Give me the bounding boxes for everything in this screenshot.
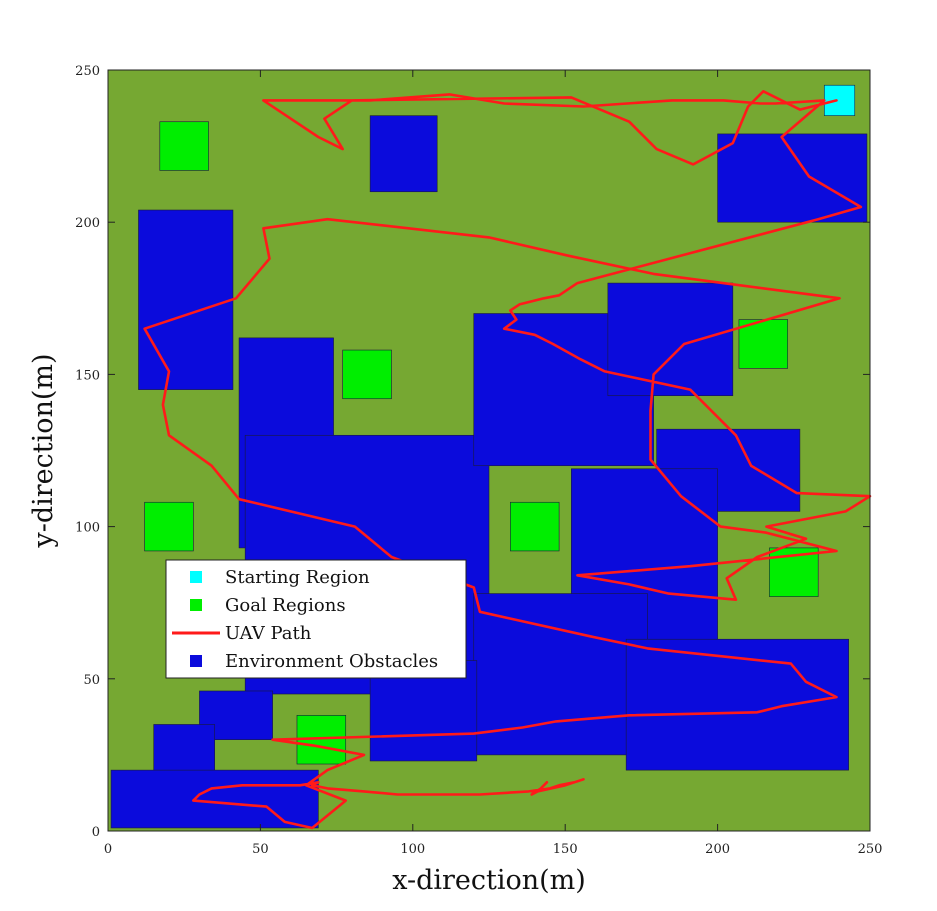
uav-path-line	[143, 90, 872, 830]
x-tick-label: 50	[252, 842, 269, 857]
legend: Starting Region Goal Regions UAV Path Envir…	[165, 559, 467, 679]
x-axis-label: x-direction(m)	[392, 865, 586, 896]
obstacle-rect	[473, 593, 648, 756]
obstacle-rect	[625, 638, 849, 771]
obstacle-rect	[607, 282, 734, 397]
goal-region	[342, 349, 392, 400]
x-tick-label: 0	[104, 842, 112, 857]
goal-region-layer	[144, 121, 819, 765]
legend-label: Goal Regions	[225, 595, 346, 616]
goal-region	[144, 501, 194, 552]
legend-swatch-goal	[190, 599, 202, 611]
y-tick-label: 50	[83, 673, 100, 688]
starting-region	[823, 84, 856, 116]
obstacle-rect	[110, 769, 319, 829]
legend-label: Environment Obstacles	[225, 651, 438, 672]
y-tick-label: 0	[92, 825, 100, 840]
legend-swatch-start	[190, 571, 202, 583]
goal-region	[159, 121, 209, 171]
uav-path-layer	[143, 90, 872, 830]
x-tick-label: 250	[858, 842, 883, 857]
y-tick-label: 100	[75, 521, 100, 536]
x-tick-label: 100	[400, 842, 425, 857]
legend-label: UAV Path	[225, 623, 312, 644]
x-tick-label: 200	[705, 842, 730, 857]
y-tick-label: 200	[75, 216, 100, 231]
y-tick-label: 150	[75, 368, 100, 383]
obstacle-rect	[717, 133, 868, 223]
legend-swatch-obstacle	[190, 655, 202, 667]
y-axis-label: y-direction(m)	[28, 353, 59, 548]
obstacle-rect	[138, 209, 234, 390]
goal-region	[738, 319, 789, 369]
starting-region-layer	[823, 84, 856, 116]
legend-label: Starting Region	[225, 567, 370, 588]
y-tick-label: 250	[75, 64, 100, 79]
obstacle-rect	[369, 115, 438, 193]
x-tick-label: 150	[553, 842, 578, 857]
plot-frame	[107, 69, 871, 832]
goal-region	[510, 501, 560, 552]
axes: 0 50 100 150 200 250 0 50 100 150 200 250	[75, 64, 882, 857]
legend-box	[165, 559, 467, 679]
